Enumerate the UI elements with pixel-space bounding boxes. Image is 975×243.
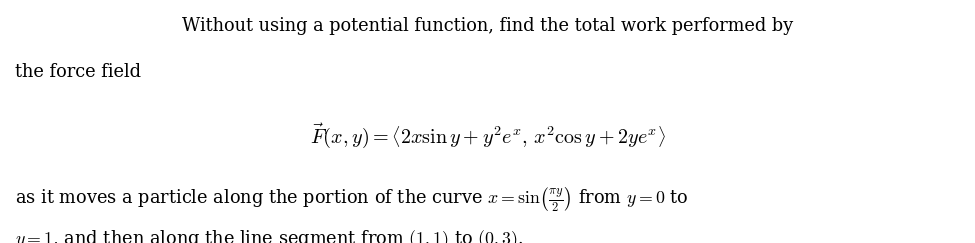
Text: the force field: the force field [15,63,140,81]
Text: $\vec{F}(x, y) = \left\langle 2x \sin y + y^2 e^x,\, x^2 \cos y + 2ye^x \right\r: $\vec{F}(x, y) = \left\langle 2x \sin y … [309,122,666,150]
Text: $y = 1$, and then along the line segment from $(1, 1)$ to $(0, 3)$.: $y = 1$, and then along the line segment… [15,228,523,243]
Text: as it moves a particle along the portion of the curve $x = \sin\!\left(\frac{\pi: as it moves a particle along the portion… [15,185,688,213]
Text: Without using a potential function, find the total work performed by: Without using a potential function, find… [182,17,793,35]
